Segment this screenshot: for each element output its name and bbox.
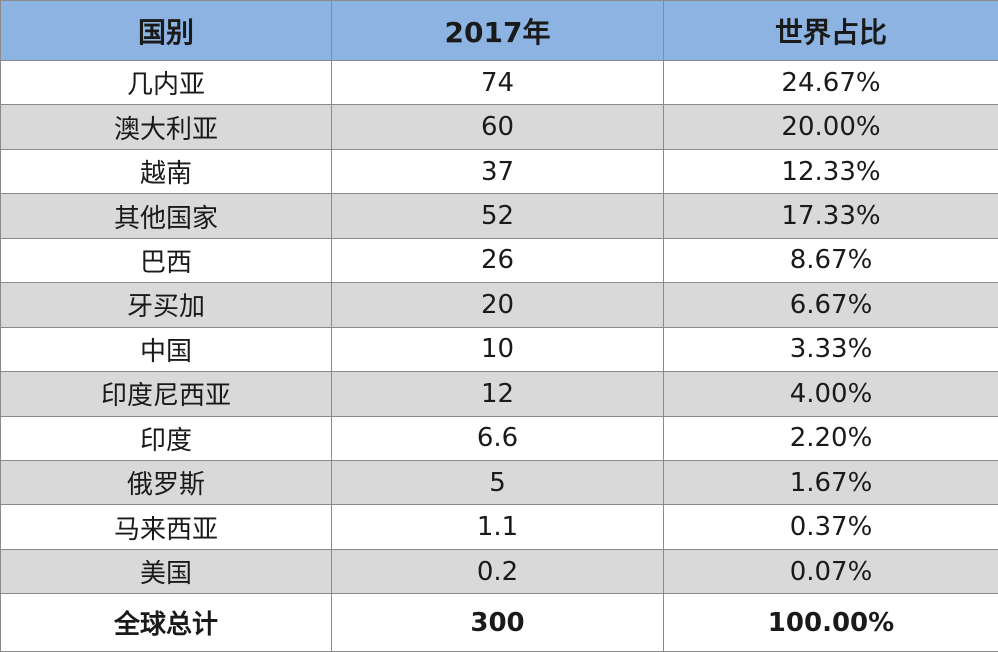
cell-country: 印度尼西亚 xyxy=(0,371,332,417)
cell-share: 20.00% xyxy=(663,104,998,150)
header-world-share: 世界占比 xyxy=(663,0,998,61)
cell-share: 0.37% xyxy=(663,504,998,550)
total-label: 全球总计 xyxy=(0,593,332,652)
table-row: 中国 10 3.33% xyxy=(0,326,998,373)
cell-country: 其他国家 xyxy=(0,193,332,239)
table-row: 印度尼西亚 12 4.00% xyxy=(0,371,998,417)
table-row: 其他国家 52 17.33% xyxy=(0,193,998,239)
cell-country: 马来西亚 xyxy=(0,504,332,550)
cell-country: 越南 xyxy=(0,148,332,195)
cell-value: 10 xyxy=(331,326,664,373)
table-row: 印度 6.6 2.20% xyxy=(0,415,998,461)
cell-share: 3.33% xyxy=(663,326,998,373)
table-row: 牙买加 20 6.67% xyxy=(0,282,998,328)
cell-country: 几内亚 xyxy=(0,59,332,106)
cell-share: 24.67% xyxy=(663,59,998,106)
cell-value: 12 xyxy=(331,371,664,417)
header-year-2017: 2017年 xyxy=(331,0,664,61)
table-header-row: 国别 2017年 世界占比 xyxy=(0,0,998,61)
table-row: 马来西亚 1.1 0.37% xyxy=(0,504,998,550)
cell-country: 美国 xyxy=(0,548,332,595)
total-share: 100.00% xyxy=(663,593,998,652)
total-row: 全球总计 300 100.00% xyxy=(0,593,998,652)
table-row: 越南 37 12.33% xyxy=(0,148,998,195)
cell-share: 1.67% xyxy=(663,459,998,506)
total-value: 300 xyxy=(331,593,664,652)
cell-value: 74 xyxy=(331,59,664,106)
cell-country: 巴西 xyxy=(0,237,332,284)
cell-country: 牙买加 xyxy=(0,282,332,328)
cell-share: 17.33% xyxy=(663,193,998,239)
table-row: 巴西 26 8.67% xyxy=(0,237,998,284)
cell-value: 1.1 xyxy=(331,504,664,550)
cell-value: 6.6 xyxy=(331,415,664,461)
cell-value: 37 xyxy=(331,148,664,195)
cell-share: 6.67% xyxy=(663,282,998,328)
cell-value: 60 xyxy=(331,104,664,150)
cell-value: 0.2 xyxy=(331,548,664,595)
cell-value: 52 xyxy=(331,193,664,239)
cell-country: 澳大利亚 xyxy=(0,104,332,150)
cell-share: 0.07% xyxy=(663,548,998,595)
cell-share: 2.20% xyxy=(663,415,998,461)
cell-share: 4.00% xyxy=(663,371,998,417)
cell-share: 8.67% xyxy=(663,237,998,284)
table-row: 俄罗斯 5 1.67% xyxy=(0,459,998,506)
cell-value: 5 xyxy=(331,459,664,506)
table-row: 美国 0.2 0.07% xyxy=(0,548,998,595)
header-country: 国别 xyxy=(0,0,332,61)
cell-value: 26 xyxy=(331,237,664,284)
cell-value: 20 xyxy=(331,282,664,328)
cell-country: 中国 xyxy=(0,326,332,373)
cell-country: 印度 xyxy=(0,415,332,461)
table-row: 几内亚 74 24.67% xyxy=(0,59,998,106)
cell-share: 12.33% xyxy=(663,148,998,195)
cell-country: 俄罗斯 xyxy=(0,459,332,506)
table-body: 几内亚 74 24.67% 澳大利亚 60 20.00% 越南 37 12.33… xyxy=(0,59,998,652)
table-row: 澳大利亚 60 20.00% xyxy=(0,104,998,150)
